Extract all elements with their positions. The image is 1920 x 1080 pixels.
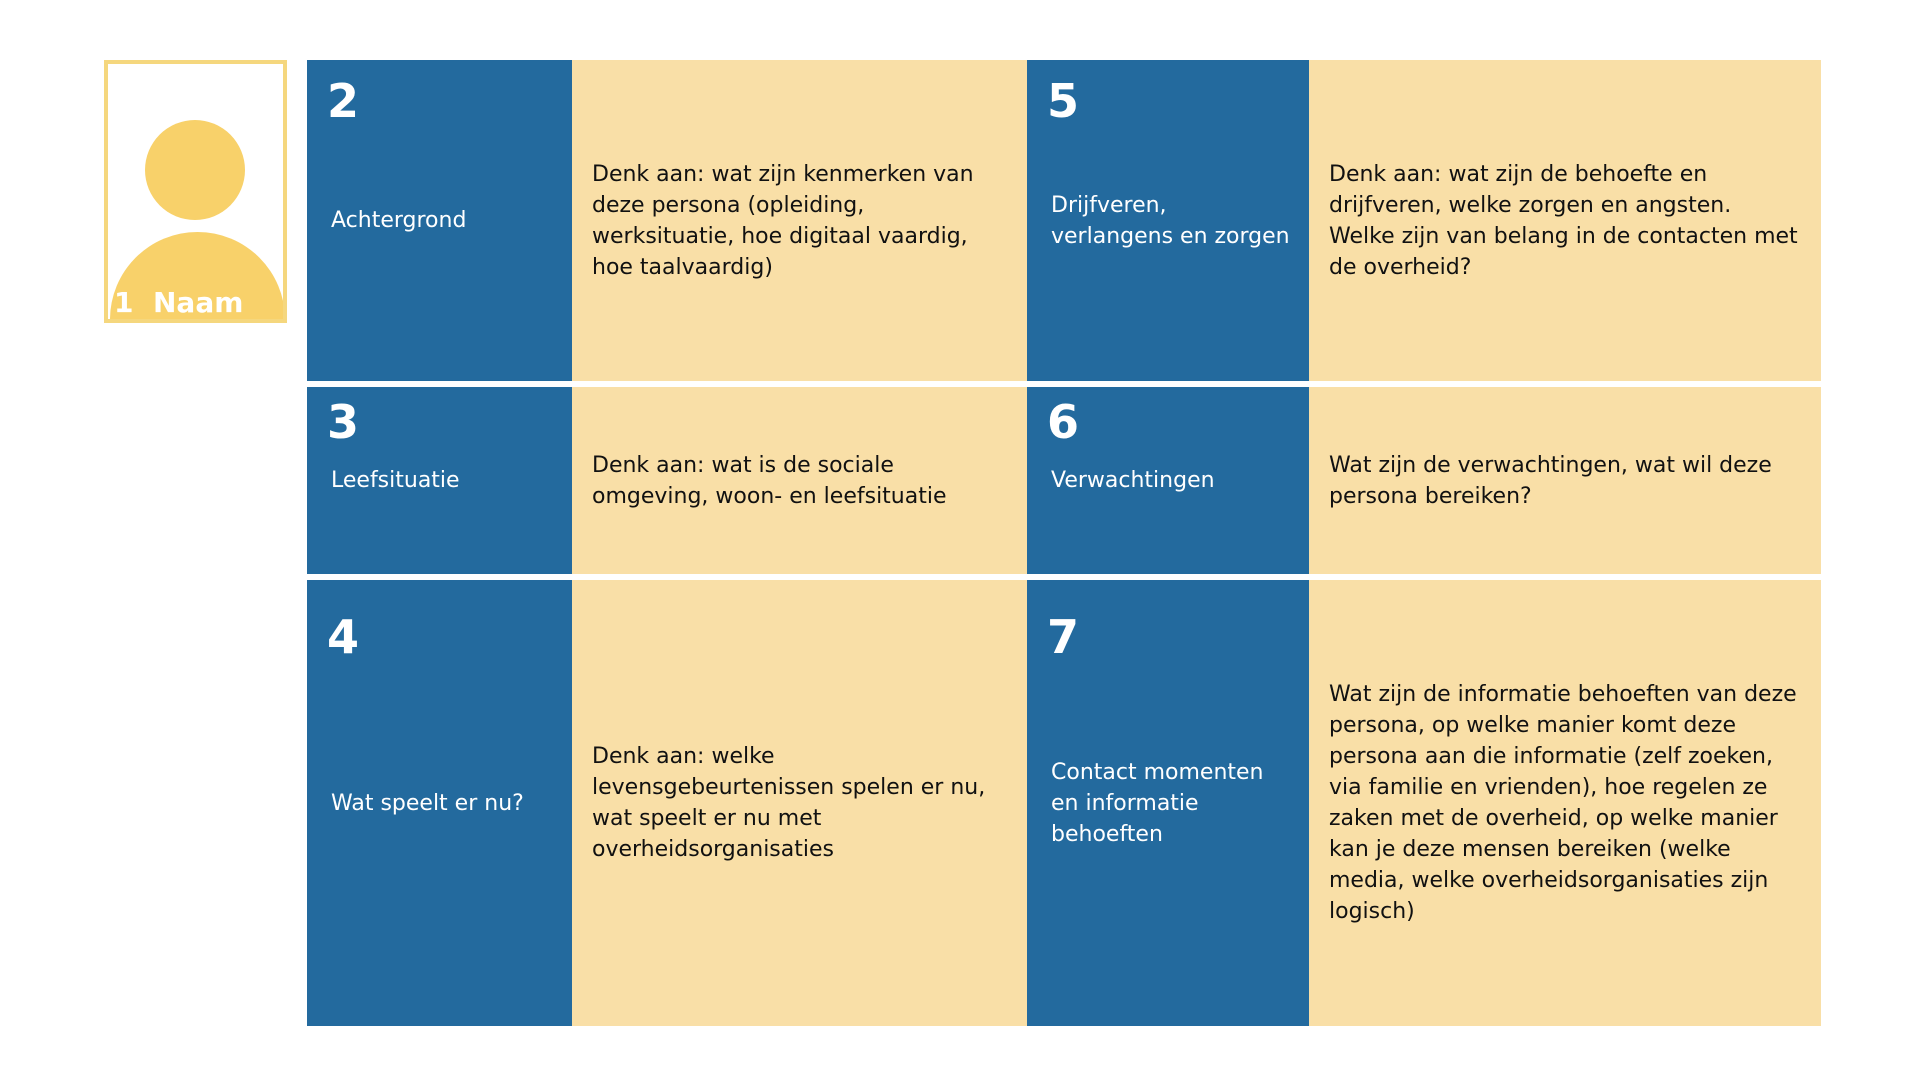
section-title: Verwachtingen: [1051, 387, 1295, 574]
section-description-cell: Wat zijn de informatie behoeften van dez…: [1309, 580, 1821, 1026]
section-description-cell: Denk aan: wat is de sociale omgeving, wo…: [572, 387, 1027, 574]
persona-label: 1 Naam: [114, 286, 243, 319]
section-description-text: Denk aan: wat zijn de behoefte en drijfv…: [1329, 161, 1798, 280]
section-title-text: Leefsituatie: [331, 468, 460, 493]
section-title: Drijfveren, verlangens en zorgen: [1051, 60, 1295, 381]
section-label-cell: 6 Verwachtingen: [1027, 387, 1309, 574]
section-number: 3: [327, 395, 360, 449]
section-description: Denk aan: wat zijn kenmerken van deze pe…: [592, 60, 1005, 381]
section-label-cell: 2 Achtergrond: [307, 60, 572, 381]
section-number: 2: [327, 74, 360, 128]
section-number: 6: [1047, 395, 1080, 449]
section-title-text: Contact momenten en informatie behoeften: [1051, 759, 1264, 847]
section-description-cell: Denk aan: wat zijn kenmerken van deze pe…: [572, 60, 1027, 381]
section-label-cell: 7 Contact momenten en informatie behoefte…: [1027, 580, 1309, 1026]
section-number: 7: [1047, 610, 1080, 664]
section-label-cell: 5 Drijfveren, verlangens en zorgen: [1027, 60, 1309, 381]
section-title: Achtergrond: [331, 60, 558, 381]
section-title: Contact momenten en informatie behoeften: [1051, 580, 1295, 1026]
section-description-text: Wat zijn de informatie behoeften van dez…: [1329, 682, 1797, 924]
section-title-text: Drijfveren, verlangens en zorgen: [1051, 192, 1290, 249]
section-title: Leefsituatie: [331, 387, 558, 574]
section-description-text: Denk aan: wat zijn kenmerken van deze pe…: [592, 161, 974, 280]
section-description-cell: Denk aan: welke levensgebeurtenissen spe…: [572, 580, 1027, 1026]
section-label-cell: 4 Wat speelt er nu?: [307, 580, 572, 1026]
section-title-text: Verwachtingen: [1051, 468, 1215, 493]
persona-name: Naam: [152, 286, 244, 319]
section-description-text: Wat zijn de verwachtingen, wat wil deze …: [1329, 452, 1772, 509]
section-number: 5: [1047, 74, 1080, 128]
avatar-head: [145, 120, 245, 220]
persona-number: 1: [114, 286, 134, 319]
section-description-text: Denk aan: welke levensgebeurtenissen spe…: [592, 744, 986, 862]
avatar-card: 1 Naam: [104, 60, 287, 323]
section-label-cell: 3 Leefsituatie: [307, 387, 572, 574]
section-description: Wat zijn de informatie behoeften van dez…: [1329, 580, 1799, 1026]
section-title-text: Wat speelt er nu?: [331, 790, 524, 816]
section-description: Denk aan: wat zijn de behoefte en drijfv…: [1329, 60, 1799, 381]
section-description-text: Denk aan: wat is de sociale omgeving, wo…: [592, 452, 947, 509]
section-number: 4: [327, 610, 360, 664]
section-description-cell: Denk aan: wat zijn de behoefte en drijfv…: [1309, 60, 1821, 381]
section-title: Wat speelt er nu?: [331, 580, 558, 1026]
section-title-text: Achtergrond: [331, 208, 467, 233]
section-description: Wat zijn de verwachtingen, wat wil deze …: [1329, 387, 1799, 574]
section-description-cell: Wat zijn de verwachtingen, wat wil deze …: [1309, 387, 1821, 574]
section-description: Denk aan: wat is de sociale omgeving, wo…: [592, 387, 1005, 574]
section-description: Denk aan: welke levensgebeurtenissen spe…: [592, 580, 1005, 1026]
